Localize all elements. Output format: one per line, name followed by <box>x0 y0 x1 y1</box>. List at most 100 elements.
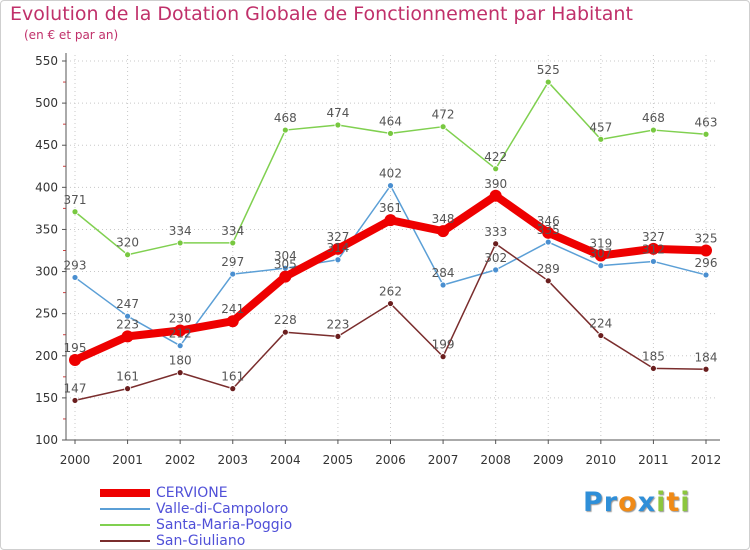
data-point-san-giuliano <box>387 300 394 307</box>
data-point-cervione <box>121 330 134 343</box>
data-label-cervione: 223 <box>116 317 139 331</box>
proxiti-logo: Proxiti <box>583 487 691 518</box>
data-label-cervione: 327 <box>642 230 665 244</box>
x-tick-label: 2006 <box>375 453 406 467</box>
data-label-san-giuliano: 228 <box>274 313 297 327</box>
legend-item-cervione: CERVIONE <box>100 485 292 501</box>
data-point-cervione <box>594 249 607 262</box>
data-label-santa-maria-poggio: 464 <box>379 114 402 128</box>
legend-swatch <box>100 540 150 542</box>
data-point-valle-di-campoloro <box>544 238 552 246</box>
data-point-cervione <box>331 242 344 255</box>
data-label-san-giuliano: 333 <box>484 225 507 239</box>
y-tick-label: 550 <box>35 54 58 68</box>
logo-letter: r <box>603 487 619 518</box>
data-label-san-giuliano: 224 <box>589 317 612 331</box>
data-point-cervione <box>279 270 292 283</box>
data-point-santa-maria-poggio <box>492 165 500 173</box>
chart-title: Evolution de la Dotation Globale de Fonc… <box>10 3 633 25</box>
data-point-santa-maria-poggio <box>650 126 657 134</box>
data-label-santa-maria-poggio: 468 <box>642 111 665 125</box>
data-point-santa-maria-poggio <box>281 126 289 134</box>
data-label-cervione: 319 <box>589 237 612 251</box>
data-label-san-giuliano: 161 <box>221 370 244 384</box>
data-label-valle-di-campoloro: 307 <box>589 247 612 261</box>
data-label-cervione: 390 <box>484 177 507 191</box>
x-tick-label: 2004 <box>270 453 301 467</box>
x-tick-label: 2009 <box>533 453 564 467</box>
data-label-cervione: 327 <box>326 230 349 244</box>
data-point-valle-di-campoloro <box>492 266 500 274</box>
data-label-santa-maria-poggio: 525 <box>537 63 560 77</box>
line-chart: 100 150 200 250 300 350 400 450 500 550 2000 2001 20… <box>35 53 721 467</box>
legend-swatch <box>100 489 150 497</box>
data-point-cervione <box>489 189 502 202</box>
x-tick-label: 2010 <box>586 453 617 467</box>
data-label-santa-maria-poggio: 474 <box>326 106 349 120</box>
data-label-santa-maria-poggio: 472 <box>432 108 455 122</box>
data-label-cervione: 346 <box>537 214 560 228</box>
data-label-san-giuliano: 223 <box>326 317 349 331</box>
x-tick-label: 2011 <box>638 453 669 467</box>
data-point-santa-maria-poggio <box>544 78 552 86</box>
x-tick-label: 2003 <box>217 453 248 467</box>
data-label-valle-di-campoloro: 293 <box>64 258 87 272</box>
y-tick-label: 150 <box>35 391 58 405</box>
x-tick-label: 2008 <box>480 453 511 467</box>
data-point-san-giuliano <box>597 332 605 339</box>
data-label-santa-maria-poggio: 468 <box>274 111 297 125</box>
series-santa-maria-poggio <box>71 78 710 259</box>
chart-subtitle: (en € et par an) <box>24 28 119 42</box>
data-label-valle-di-campoloro: 297 <box>221 255 244 269</box>
legend-label: CERVIONE <box>156 485 228 501</box>
data-point-valle-di-campoloro <box>650 258 657 265</box>
data-point-cervione <box>69 353 81 366</box>
data-label-santa-maria-poggio: 422 <box>484 150 507 164</box>
x-tick-label: 2001 <box>112 453 143 467</box>
data-point-valle-di-campoloro <box>702 271 710 279</box>
data-point-san-giuliano <box>650 365 657 372</box>
data-point-valle-di-campoloro <box>71 274 79 281</box>
data-point-cervione <box>700 244 712 257</box>
data-label-valle-di-campoloro: 314 <box>326 241 349 255</box>
y-tick-label: 450 <box>35 138 58 152</box>
data-label-santa-maria-poggio: 334 <box>169 224 192 238</box>
data-point-san-giuliano <box>439 353 447 361</box>
data-point-santa-maria-poggio <box>387 130 394 137</box>
data-point-san-giuliano <box>544 277 552 285</box>
legend: CERVIONE Valle-di-Campoloro Santa-Maria-Po… <box>100 485 292 549</box>
data-label-cervione: 361 <box>379 201 402 215</box>
data-label-valle-di-campoloro: 304 <box>274 249 297 263</box>
data-label-santa-maria-poggio: 371 <box>64 193 87 207</box>
data-point-valle-di-campoloro <box>334 256 342 264</box>
logo-letter: i <box>656 487 667 518</box>
data-label-valle-di-campoloro: 247 <box>116 297 139 311</box>
logo-letter: i <box>680 487 691 518</box>
y-tick-label: 250 <box>35 307 58 321</box>
logo-letter: x <box>637 487 657 518</box>
data-point-valle-di-campoloro <box>229 270 237 278</box>
data-label-valle-di-campoloro: 402 <box>379 167 402 181</box>
axes: 100 150 200 250 300 350 400 450 500 550 2000 2001 20… <box>35 53 721 467</box>
legend-item-san-giuliano: San-Giuliano <box>100 533 292 549</box>
series-cervione <box>69 189 712 366</box>
x-tick-label: 2012 <box>691 453 722 467</box>
y-tick-label: 350 <box>35 222 58 236</box>
value-labels: 371 320 334 334 468 474 464 472 422 525 457 468 463 2… <box>64 63 718 395</box>
data-point-santa-maria-poggio <box>71 208 79 216</box>
x-tick-label: 2005 <box>323 453 354 467</box>
data-point-san-giuliano <box>71 397 79 404</box>
data-label-valle-di-campoloro: 335 <box>537 223 560 237</box>
data-point-san-giuliano <box>334 333 342 340</box>
data-point-san-giuliano <box>229 385 237 393</box>
data-point-san-giuliano <box>124 385 131 393</box>
data-label-santa-maria-poggio: 457 <box>589 120 612 134</box>
data-point-santa-maria-poggio <box>176 239 184 247</box>
legend-swatch <box>100 524 150 526</box>
y-tick-label: 300 <box>35 265 58 279</box>
data-label-cervione: 305 <box>274 258 297 272</box>
grid-lines <box>66 55 718 440</box>
data-label-cervione: 241 <box>221 302 244 316</box>
data-point-santa-maria-poggio <box>124 251 131 259</box>
x-tick-label: 2000 <box>60 453 91 467</box>
